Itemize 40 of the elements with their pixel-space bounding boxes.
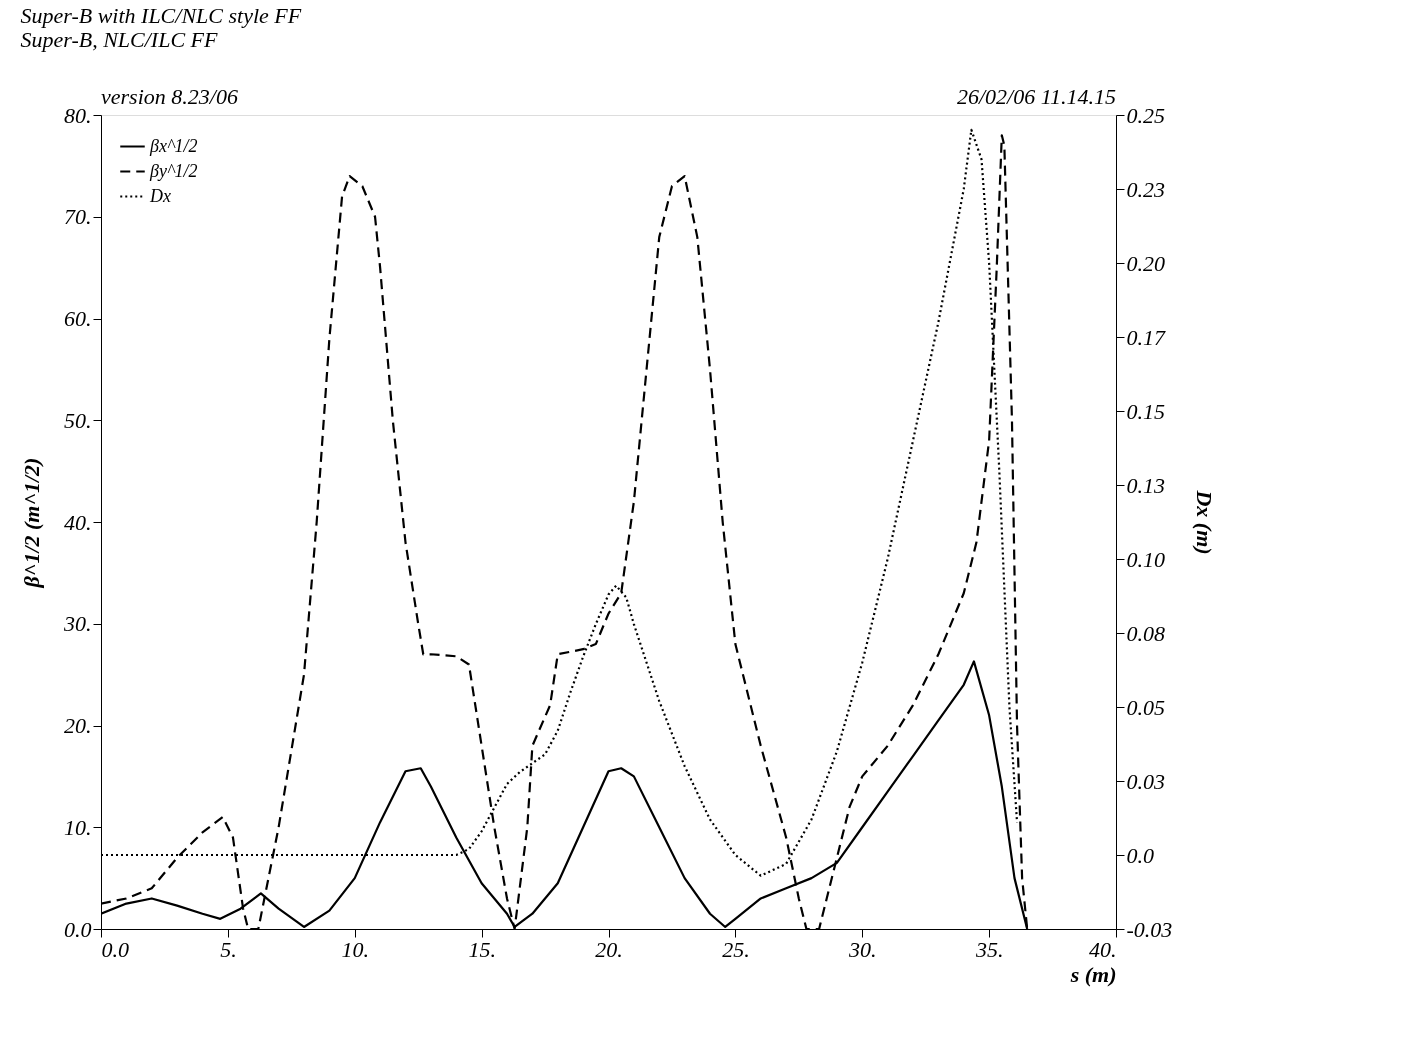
y-tick-label: 40.: [64, 509, 92, 535]
y-axis-title: β^1/2 (m^1/2): [19, 457, 44, 589]
y2-tick-label: 0.20: [1126, 250, 1165, 276]
y2-tick-label: -0.03: [1126, 916, 1173, 942]
x-tick-label: 20.: [595, 936, 623, 962]
y-tick-label: 0.0: [64, 916, 92, 942]
y2-tick-label: 0.15: [1126, 398, 1165, 424]
y-tick-label: 30.: [63, 611, 92, 637]
y-tick-label: 20.: [64, 713, 92, 738]
y2-axis-title: Dx (m): [1192, 489, 1218, 555]
text: version 8.23/06: [101, 84, 238, 109]
text: 26/02/06 11.14.15: [956, 84, 1116, 109]
legend-label: βy^1/2: [149, 160, 198, 181]
chart-subtitle: Super-B, NLC/ILC FF: [20, 27, 219, 52]
y2-tick-label: 0.13: [1126, 472, 1165, 498]
legend-label: Dx: [149, 185, 171, 206]
x-tick-label: 25.: [722, 936, 750, 962]
x-tick-label: 35.: [974, 936, 1004, 962]
x-tick-label: 15.: [468, 936, 496, 962]
x-tick-label: 0.0: [101, 936, 129, 962]
y2-tick-label: 0.08: [1126, 620, 1165, 646]
y2-tick-label: 0.25: [1126, 102, 1165, 128]
chart-title: Super-B with ILC/NLC style FF: [20, 3, 302, 28]
x-tick-label: 40.: [1089, 936, 1117, 962]
y-tick-label: 10.: [64, 814, 92, 840]
x-tick-label: 10.: [341, 936, 369, 962]
y2-tick-label: 0.05: [1126, 694, 1165, 720]
x-tick-label: 30.: [848, 936, 877, 962]
y2-tick-label: 0.10: [1126, 546, 1165, 572]
y-tick-label: 50.: [64, 407, 92, 433]
y-tick-label: 70.: [64, 204, 92, 230]
y2-tick-label: 0.03: [1126, 768, 1165, 794]
legend-label: βx^1/2: [149, 135, 198, 156]
y2-tick-label: 0.0: [1126, 842, 1154, 868]
y2-tick-label: 0.23: [1126, 176, 1165, 202]
y-tick-label: 80.: [64, 102, 92, 128]
x-tick-label: 5.: [220, 936, 237, 962]
y2-tick-label: 0.17: [1126, 324, 1166, 350]
y-tick-label: 60.: [64, 306, 92, 331]
x-axis-title: s (m): [1069, 961, 1117, 987]
